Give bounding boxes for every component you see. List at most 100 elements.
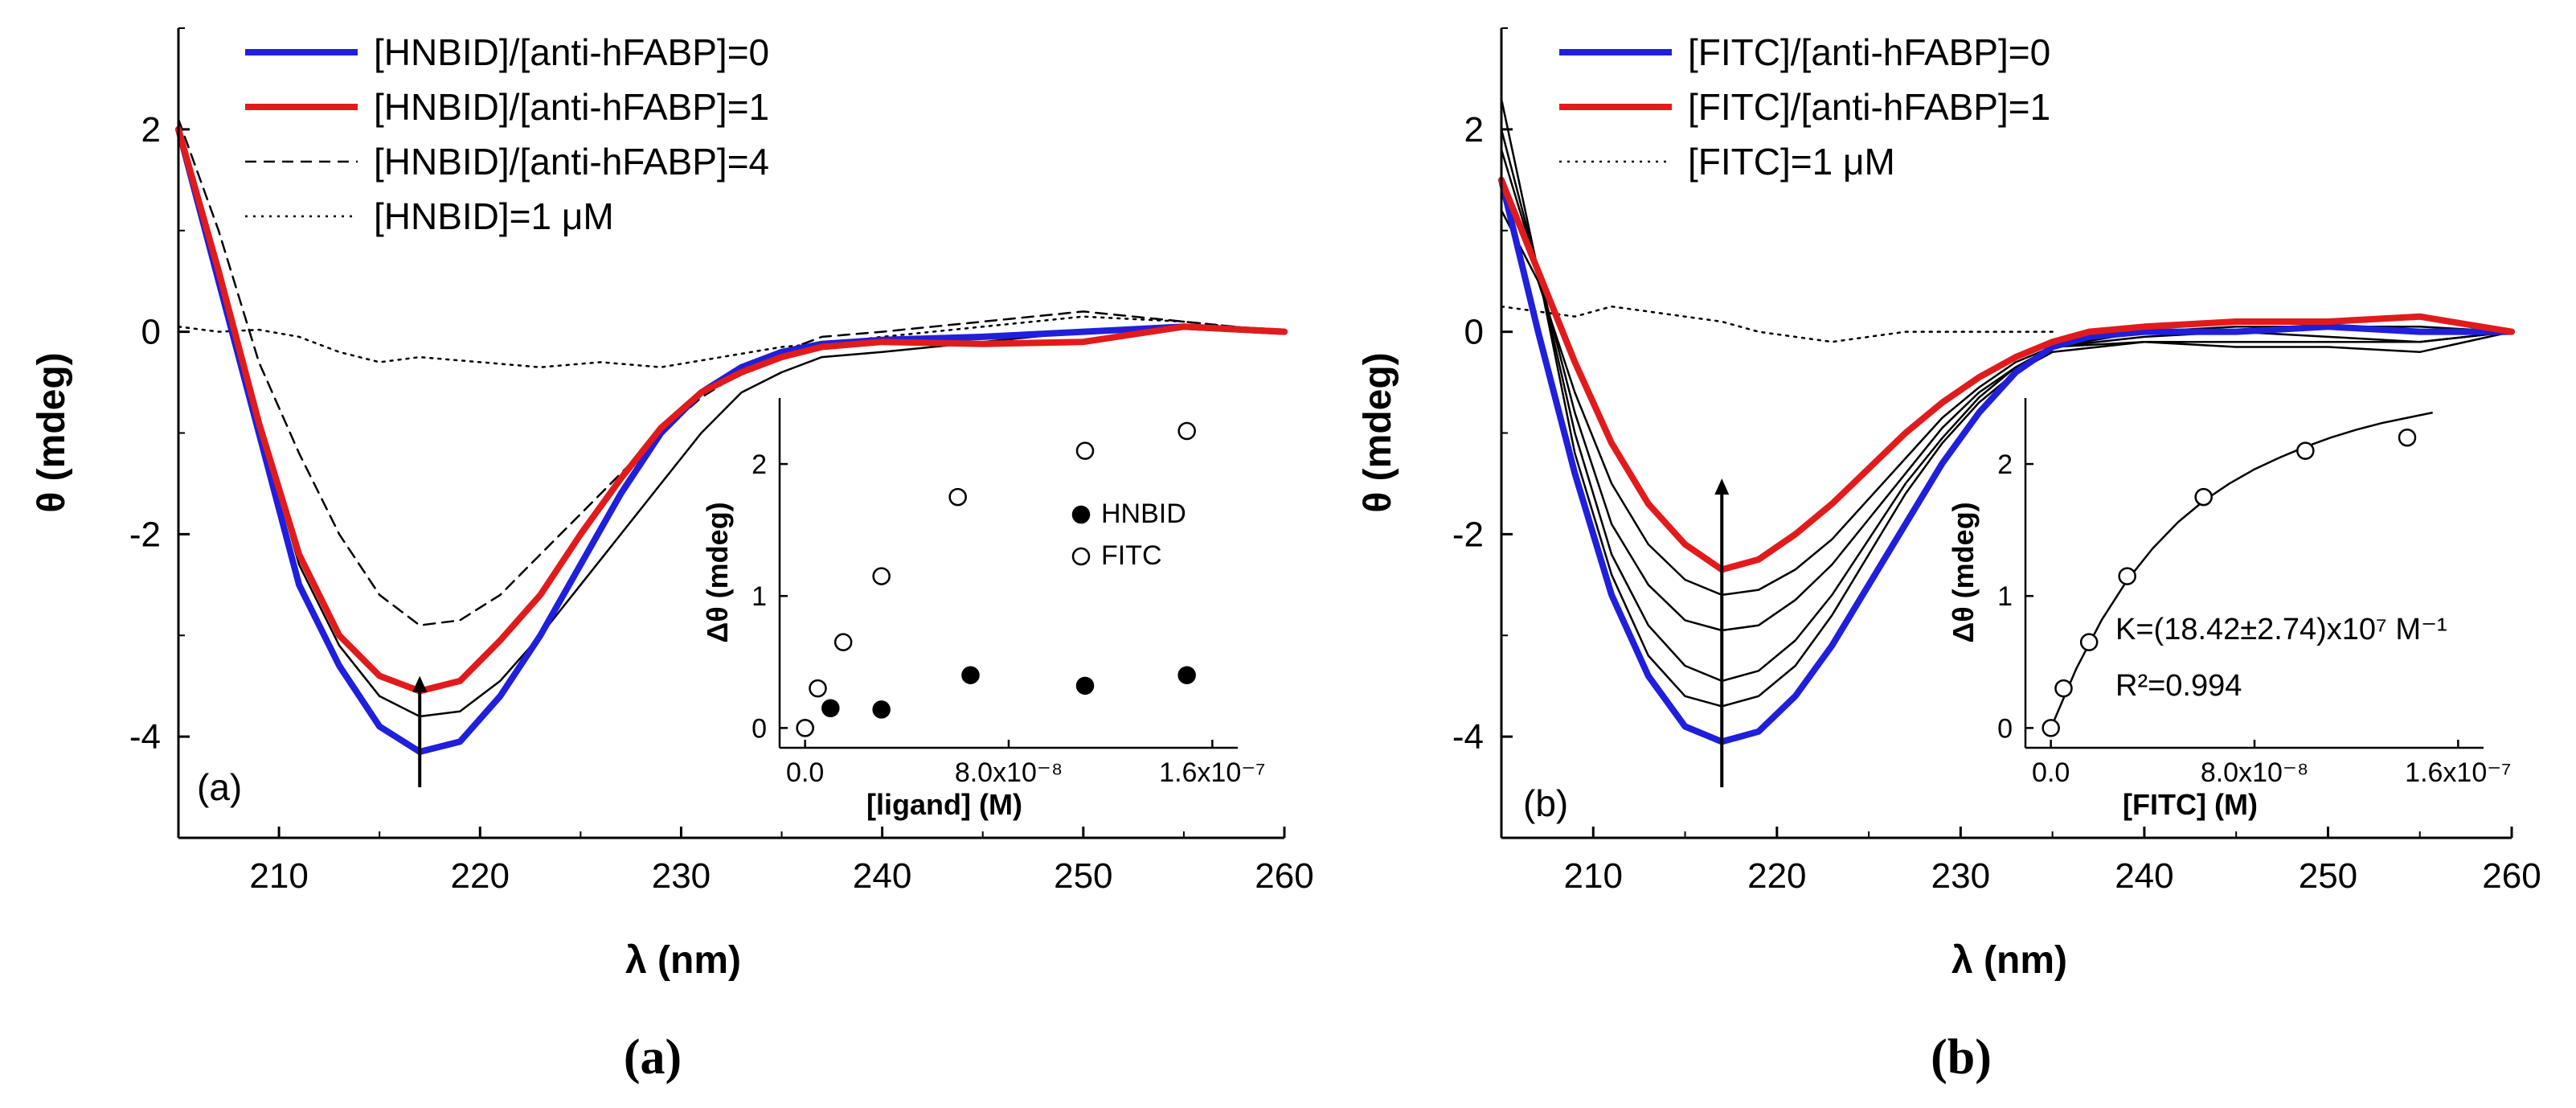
- x-tick-label: 250: [1054, 856, 1112, 896]
- y-tick-label: -4: [129, 717, 161, 757]
- inset-point-open: [796, 719, 814, 737]
- legend-label: [FITC]=1 μM: [1688, 141, 1895, 183]
- panel-a-x-title: λ (nm): [625, 939, 741, 982]
- inset-fit-curve: [2050, 411, 2433, 728]
- x-tick-label: 260: [1255, 856, 1313, 896]
- panel-a-inset: 0.0 8.0x10⁻⁸ 1.6x10⁻⁷ 0 1 2 HNBID FITC Δθ (mdeg…: [701, 394, 1266, 821]
- y-tick-label: -2: [1452, 515, 1484, 554]
- series-line: [1500, 209, 2513, 597]
- panel-b-fit-k: K=(18.42±2.74)x10⁷ M⁻¹: [2115, 613, 2447, 646]
- panel-b-inset-x-title: [FITC] (M): [2123, 788, 2258, 821]
- inset-point-filled: [1075, 676, 1095, 696]
- inset-point-open: [948, 487, 967, 507]
- inset-legend-marker: [1071, 547, 1091, 566]
- panel-a-chart: 210 220 230 240 250 260-4-202 θ (mdeg) λ (nm)…: [31, 27, 1314, 1085]
- inset-point-open: [1177, 421, 1196, 441]
- arrow-head: [1714, 478, 1730, 495]
- panel-b-inset: 0.0 8.0x10⁻⁸ 1.6x10⁻⁷ 0 1 2 Δθ (mdeg) [FITC] …: [1947, 394, 2512, 821]
- inset-y-tick-label: 1: [1997, 581, 2013, 612]
- panel-a-inset-frame: [780, 394, 1238, 772]
- x-tick-label: 230: [652, 856, 711, 896]
- panel-b-inset-y-title: Δθ (mdeg): [1947, 502, 1980, 642]
- panel-a-inset-y-title: Δθ (mdeg): [701, 502, 734, 642]
- panel-a-caption: (a): [624, 1030, 682, 1085]
- panel-b-plot-marks: 210 220 230 240 250 260-4-202: [1452, 27, 2541, 896]
- series-line: [177, 315, 1286, 368]
- x-tick-label: 210: [1564, 856, 1623, 896]
- legend-label: [HNBID]/[anti-hFABP]=0: [374, 31, 769, 73]
- inset-legend-label: HNBID: [1101, 499, 1186, 529]
- inset-x-tick-label: 8.0x10⁻⁸: [2201, 757, 2308, 788]
- inset-point-open: [2398, 428, 2417, 447]
- arrow-head: [412, 675, 428, 692]
- panel-b-tag: (b): [1523, 782, 1568, 824]
- inset-legend-marker: [1071, 505, 1091, 524]
- x-tick-label: 240: [853, 856, 911, 896]
- legend-label: [FITC]/[anti-hFABP]=0: [1688, 31, 2050, 73]
- inset-y-tick-label: 0: [1997, 713, 2013, 744]
- inset-y-tick-label: 2: [1997, 449, 2013, 480]
- x-tick-label: 260: [2482, 856, 2541, 896]
- series-line: [175, 125, 1288, 755]
- panel-b-fit-r2: R²=0.994: [2115, 669, 2242, 703]
- inset-point-open: [2118, 567, 2136, 585]
- panel-b-legend: [FITC]/[anti-hFABP]=0 [FITC]/[anti-hFABP]…: [1559, 31, 2050, 183]
- inset-x-tick-label: 0.0: [2032, 757, 2070, 788]
- inset-x-tick-label: 0.0: [786, 757, 824, 788]
- panel-a-inset-marks: 0.0 8.0x10⁻⁸ 1.6x10⁻⁷ 0 1 2 HNBID FITC: [752, 421, 1266, 788]
- inset-y-tick-label: 1: [752, 581, 767, 612]
- panel-b-x-title: λ (nm): [1951, 939, 2067, 982]
- y-tick-label: 2: [141, 110, 161, 150]
- legend-label: [HNBID]/[anti-hFABP]=4: [374, 141, 769, 183]
- inset-point-filled: [821, 699, 840, 718]
- inset-y-tick-label: 2: [752, 449, 767, 480]
- inset-legend-label: FITC: [1101, 540, 1162, 571]
- x-tick-label: 210: [249, 856, 308, 896]
- panel-a-tag: (a): [197, 766, 242, 808]
- x-tick-label: 250: [2299, 856, 2357, 896]
- series-line: [1498, 176, 2515, 745]
- y-tick-label: -2: [129, 515, 161, 554]
- panel-b-y-title: θ (mdeg): [1357, 352, 1399, 512]
- legend-label: [HNBID]/[anti-hFABP]=1: [374, 86, 769, 128]
- inset-point-open: [2042, 719, 2060, 737]
- inset-point-open: [2054, 679, 2073, 698]
- inset-point-open: [2194, 487, 2213, 507]
- panel-a-plot-marks: 210 220 230 240 250 260-4-202: [129, 27, 1314, 896]
- inset-x-tick-label: 8.0x10⁻⁸: [955, 757, 1063, 788]
- inset-point-open: [872, 567, 891, 585]
- x-tick-label: 220: [451, 856, 510, 896]
- x-tick-label: 230: [1931, 856, 1990, 896]
- y-tick-label: 0: [1464, 313, 1484, 352]
- series-line: [177, 128, 1286, 718]
- inset-point-filled: [872, 700, 891, 719]
- series-line: [1500, 148, 2513, 632]
- legend-label: [FITC]/[anti-hFABP]=1: [1688, 86, 2050, 128]
- panel-a-inset-x-title: [ligand] (M): [866, 788, 1022, 821]
- series-line: [177, 118, 1286, 626]
- inset-point-open: [2296, 441, 2315, 460]
- panel-b-inset-frame: [2025, 394, 2484, 772]
- series-line: [1500, 97, 2513, 708]
- y-tick-label: 2: [1464, 110, 1484, 150]
- series-line: [1498, 176, 2515, 573]
- panel-b-chart: 210 220 230 240 250 260-4-202 θ (mdeg) λ (nm)…: [1357, 27, 2541, 1085]
- x-tick-label: 220: [1747, 856, 1806, 896]
- y-tick-label: 0: [141, 313, 161, 352]
- inset-point-filled: [1177, 666, 1196, 684]
- inset-point-open: [1075, 441, 1095, 460]
- inset-x-tick-label: 1.6x10⁻⁷: [2405, 757, 2511, 788]
- inset-point-open: [809, 679, 827, 698]
- inset-point-open: [833, 633, 853, 651]
- y-tick-label: -4: [1452, 717, 1484, 757]
- inset-y-tick-label: 0: [752, 713, 767, 744]
- panel-a-y-title: θ (mdeg): [31, 352, 73, 512]
- panel-a-legend: [HNBID]/[anti-hFABP]=0 [HNBID]/[anti-hFAB…: [245, 31, 769, 237]
- panel-b-inset-marks: 0.0 8.0x10⁻⁸ 1.6x10⁻⁷ 0 1 2: [1997, 411, 2512, 788]
- inset-x-tick-label: 1.6x10⁻⁷: [1159, 757, 1265, 788]
- inset-point-filled: [961, 666, 980, 684]
- inset-point-open: [2079, 633, 2099, 651]
- x-tick-label: 240: [2115, 856, 2173, 896]
- legend-label: [HNBID]=1 μM: [374, 195, 614, 237]
